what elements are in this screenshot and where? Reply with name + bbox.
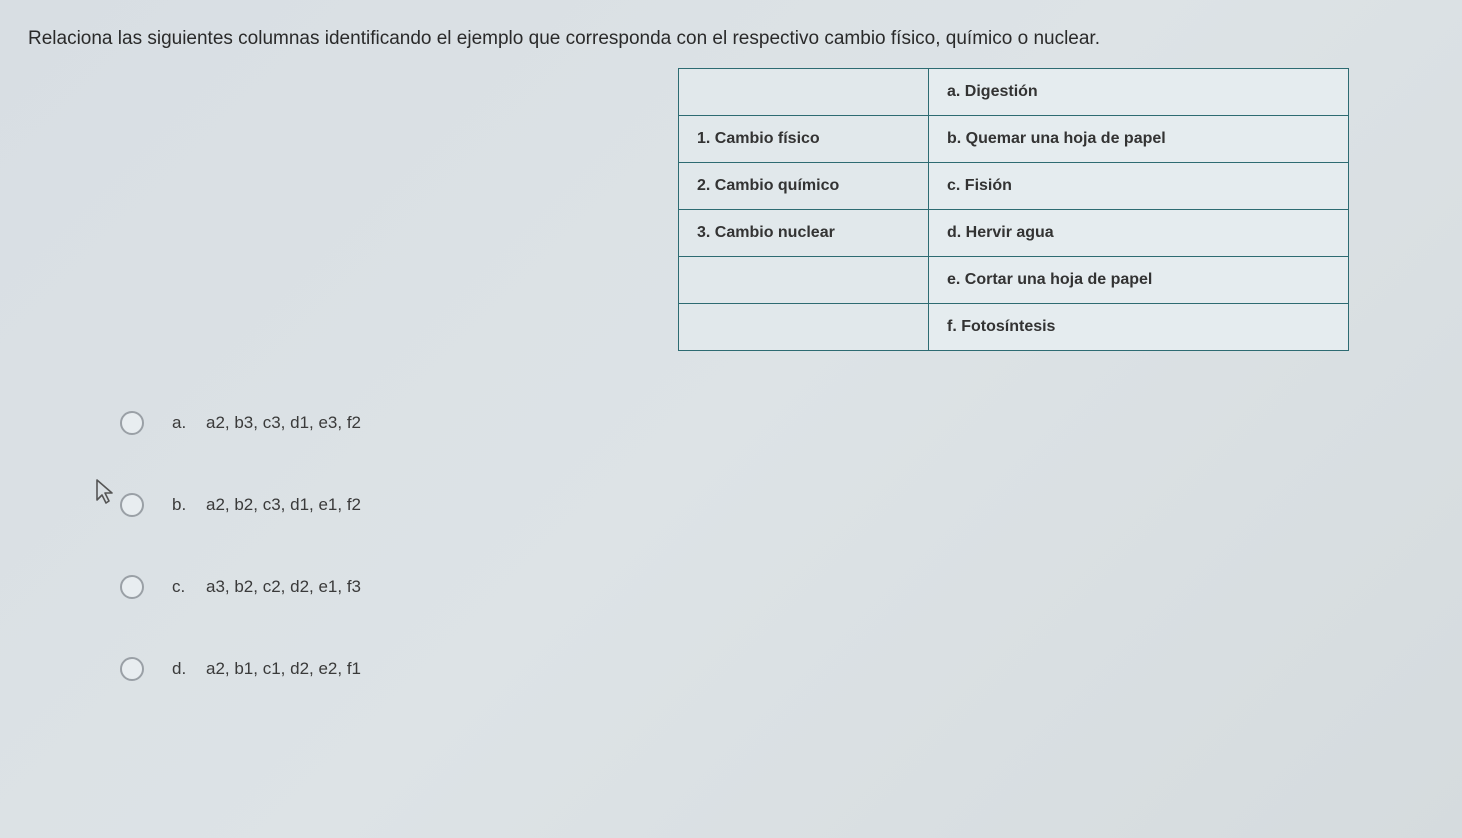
option-b[interactable]: b. a2, b2, c3, d1, e1, f2 <box>120 493 1434 517</box>
quiz-page: Relaciona las siguientes columnas identi… <box>0 0 1462 681</box>
table-cell-left <box>679 69 929 116</box>
option-text: a2, b2, c3, d1, e1, f2 <box>206 495 361 515</box>
option-d[interactable]: d. a2, b1, c1, d2, e2, f1 <box>120 657 1434 681</box>
radio-d[interactable] <box>120 657 144 681</box>
table-cell-right: d. Hervir agua <box>929 210 1349 257</box>
table-cell-left: 3. Cambio nuclear <box>679 210 929 257</box>
option-letter: b. <box>172 495 192 515</box>
matching-table-wrap: a. Digestión 1. Cambio físico b. Quemar … <box>28 68 1434 351</box>
matching-table: a. Digestión 1. Cambio físico b. Quemar … <box>678 68 1349 351</box>
table-row: a. Digestión <box>679 69 1349 116</box>
option-letter: a. <box>172 413 192 433</box>
question-prompt: Relaciona las siguientes columnas identi… <box>28 28 1434 50</box>
table-cell-right: a. Digestión <box>929 69 1349 116</box>
option-letter: c. <box>172 577 192 597</box>
option-text: a2, b1, c1, d2, e2, f1 <box>206 659 361 679</box>
cursor-icon <box>95 478 117 511</box>
table-row: f. Fotosíntesis <box>679 304 1349 351</box>
option-text: a2, b3, c3, d1, e3, f2 <box>206 413 361 433</box>
table-cell-right: f. Fotosíntesis <box>929 304 1349 351</box>
table-cell-left <box>679 257 929 304</box>
table-row: 2. Cambio químico c. Fisión <box>679 163 1349 210</box>
table-row: 1. Cambio físico b. Quemar una hoja de p… <box>679 116 1349 163</box>
radio-a[interactable] <box>120 411 144 435</box>
option-letter: d. <box>172 659 192 679</box>
table-cell-left: 2. Cambio químico <box>679 163 929 210</box>
option-c[interactable]: c. a3, b2, c2, d2, e1, f3 <box>120 575 1434 599</box>
table-row: 3. Cambio nuclear d. Hervir agua <box>679 210 1349 257</box>
table-cell-left: 1. Cambio físico <box>679 116 929 163</box>
table-cell-left <box>679 304 929 351</box>
option-text: a3, b2, c2, d2, e1, f3 <box>206 577 361 597</box>
answer-options: a. a2, b3, c3, d1, e3, f2 b. a2, b2, c3,… <box>28 411 1434 681</box>
table-cell-right: b. Quemar una hoja de papel <box>929 116 1349 163</box>
option-a[interactable]: a. a2, b3, c3, d1, e3, f2 <box>120 411 1434 435</box>
radio-b[interactable] <box>120 493 144 517</box>
table-row: e. Cortar una hoja de papel <box>679 257 1349 304</box>
table-cell-right: e. Cortar una hoja de papel <box>929 257 1349 304</box>
radio-c[interactable] <box>120 575 144 599</box>
table-cell-right: c. Fisión <box>929 163 1349 210</box>
